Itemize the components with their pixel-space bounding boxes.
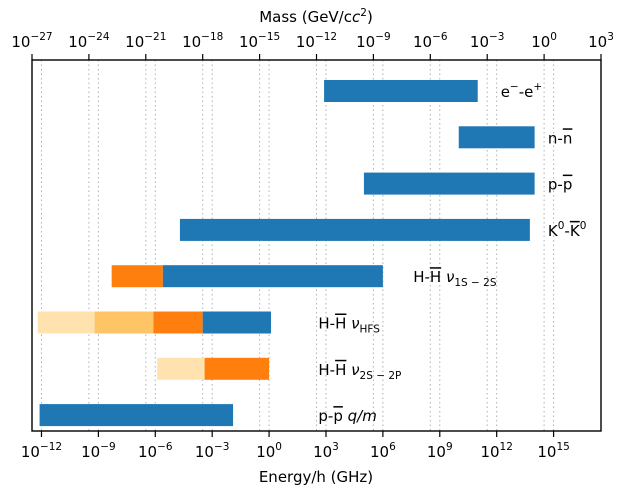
row-label: p-p	[548, 176, 572, 194]
top-tick-label: 100	[531, 31, 557, 51]
axis-ticks: 10−12 10−9 10−6 10−3 100 103 106 109 1012 1015 10−…	[11, 31, 614, 461]
top-axis-title: Mass (GeV/cc2)	[259, 7, 373, 26]
top-tick-label: 10−21	[125, 31, 166, 51]
bar-segment	[458, 126, 535, 149]
bar-segment	[162, 265, 383, 288]
bars	[37, 80, 535, 427]
top-tick-label: 10−9	[356, 31, 391, 51]
bar-segment	[94, 311, 154, 334]
bottom-tick-label: 1015	[537, 441, 569, 461]
bar-segment	[153, 311, 203, 334]
bottom-tick-label: 10−3	[195, 441, 230, 461]
top-tick-label: 10−6	[413, 31, 448, 51]
bar-segment	[204, 357, 270, 380]
row-label: H-H ν1S − 2S	[413, 268, 497, 289]
bottom-tick-label: 100	[256, 441, 282, 461]
bar-segment	[179, 218, 530, 241]
bottom-tick-label: 109	[427, 441, 453, 461]
bottom-tick-label: 103	[313, 441, 339, 461]
bar-segment	[363, 172, 535, 195]
row-label: e−-e+	[501, 81, 543, 101]
top-tick-label: 10−12	[296, 31, 337, 51]
row-label: n-n	[548, 129, 572, 147]
bottom-tick-label: 10−12	[21, 441, 62, 461]
top-tick-label: 10−27	[11, 31, 52, 51]
top-tick-label: 10−18	[182, 31, 223, 51]
bar-segment	[37, 311, 95, 334]
row-label: K0-K0	[548, 220, 586, 240]
x-axis-title: Energy/h (GHz)	[259, 468, 373, 486]
bar-segment	[39, 404, 234, 427]
bar-segment	[157, 357, 205, 380]
row-label: H-H ν2S − 2P	[318, 361, 401, 382]
row-label: p-p q/m	[318, 407, 376, 425]
row-labels: e−-e+ n-n p-p K0-K0 H-H ν1S − 2S H-H νHFS H-H …	[318, 81, 586, 425]
bar-segment	[111, 265, 163, 288]
bottom-tick-label: 10−9	[81, 441, 116, 461]
bar-segment	[202, 311, 271, 334]
top-tick-label: 10−24	[68, 31, 110, 51]
bottom-tick-label: 1012	[480, 441, 512, 461]
row-label: H-H νHFS	[318, 315, 380, 336]
bottom-tick-label: 106	[370, 441, 396, 461]
grid-lines	[40, 60, 555, 431]
top-tick-label: 10−15	[239, 31, 280, 51]
top-tick-label: 103	[588, 31, 614, 51]
top-tick-label: 10−3	[470, 31, 505, 51]
bar-segment	[324, 80, 478, 102]
bottom-tick-label: 10−6	[138, 441, 173, 461]
